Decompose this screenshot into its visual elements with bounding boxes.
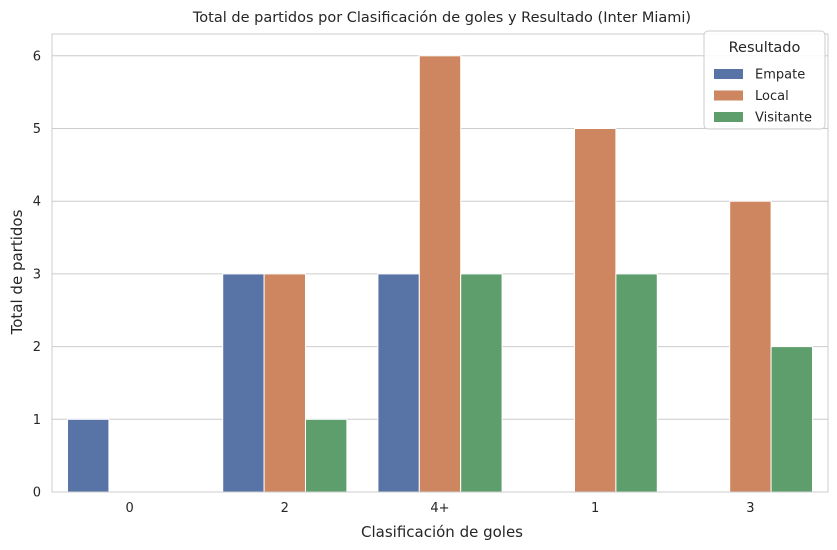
y-tick-label: 0 [33,486,41,501]
legend: Resultado Empate Local Visitante [703,30,826,130]
legend-label: Local [755,89,789,104]
bar-visitante-4plus [460,273,503,493]
legend-label: Empate [755,68,805,83]
y-tick-label: 2 [33,340,41,355]
x-tick-label: 0 [125,501,133,516]
bar-local-2 [263,273,306,493]
legend-swatch [714,90,743,101]
y-tick-label: 4 [33,195,41,210]
x-axis-ticks: 0 2 4+ 1 3 [125,501,754,516]
legend-swatch [714,69,743,79]
y-tick-label: 5 [33,122,41,137]
bar-empate-4plus [377,273,420,493]
bar-local-4plus [418,55,462,493]
x-tick-label: 1 [591,501,599,516]
y-tick-label: 6 [33,49,41,64]
bar-local-1 [574,128,617,493]
x-tick-label: 3 [746,501,754,516]
y-axis-label: Total de partidos [8,209,26,335]
bar-visitante-1 [615,273,658,493]
x-tick-label: 4+ [430,501,449,516]
legend-items: Empate Local Visitante [714,68,812,126]
legend-title: Resultado [729,40,801,56]
x-tick-label: 2 [281,501,289,516]
plot-frame [51,33,829,493]
legend-label: Visitante [755,111,812,126]
bar-local-3 [729,200,772,493]
y-tick-label: 1 [33,413,41,428]
x-axis-label: Clasificación de goles [361,523,523,541]
bar-empate-0 [67,418,110,493]
y-tick-label: 3 [33,267,41,282]
legend-box [703,30,826,130]
y-axis-ticks: 0 1 2 3 4 5 6 [33,49,41,500]
bars [67,55,813,493]
legend-swatch [714,112,743,122]
bar-visitante-2 [304,418,348,493]
bar-empate-2 [222,273,265,493]
bar-visitante-3 [770,346,813,493]
chart-title: Total de partidos por Clasificación de g… [192,10,691,26]
